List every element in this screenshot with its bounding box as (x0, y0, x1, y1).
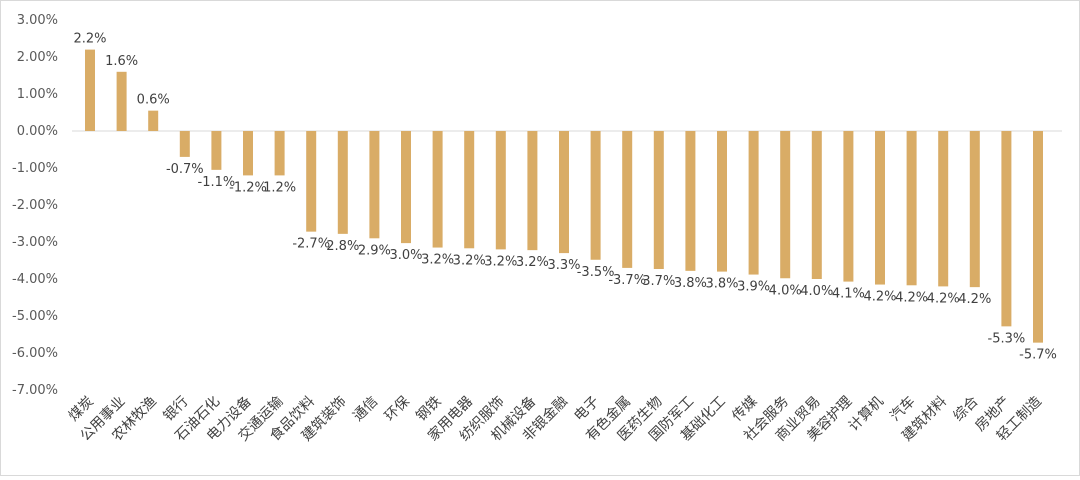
value-label: 4.1% (832, 287, 865, 302)
value-label: 0.6% (137, 93, 170, 108)
bar (464, 131, 475, 249)
x-tick-label: 通信 (350, 394, 381, 425)
value-label: 3.2% (421, 253, 454, 268)
value-label: 3.0% (389, 248, 422, 263)
y-tick-label: -5.00% (12, 309, 58, 324)
bar (590, 131, 601, 260)
bar (748, 131, 759, 275)
value-label: 3.9% (737, 280, 770, 295)
value-label: 4.2% (927, 291, 960, 306)
bar (148, 110, 159, 131)
y-axis: 3.00% 2.00% 1.00% 0.00% -1.00% -2.00% -3.00% -4… (12, 13, 58, 398)
value-label: 3.2% (453, 253, 486, 268)
value-label: -1.1% (198, 175, 236, 190)
bar (653, 131, 664, 270)
bar (495, 131, 506, 250)
value-label: 2.9% (358, 243, 391, 258)
bar (938, 131, 949, 287)
y-tick-label: 2.00% (17, 50, 58, 65)
value-label: -3.7% (608, 273, 646, 288)
bar (369, 131, 380, 239)
y-tick-label: -7.00% (12, 383, 58, 398)
bar (969, 131, 980, 288)
y-tick-label: -2.00% (12, 198, 58, 213)
bar (843, 131, 854, 282)
value-label: 4.2% (958, 292, 991, 307)
value-label: 2.8% (326, 239, 359, 254)
bar (1033, 131, 1043, 343)
value-label: -2.7% (292, 237, 330, 252)
bar (306, 131, 317, 232)
value-label: 3.7% (642, 274, 675, 289)
bar (116, 71, 127, 131)
bar (717, 131, 727, 272)
value-label: 2.2% (73, 32, 106, 47)
y-tick-label: 3.00% (17, 13, 58, 28)
bar (211, 131, 222, 170)
bar (780, 131, 791, 279)
value-label: 3.2% (484, 254, 517, 269)
bar (875, 131, 885, 285)
y-tick-label: -6.00% (12, 346, 58, 361)
value-label: 4.0% (800, 284, 833, 299)
value-label: 3.8% (674, 276, 707, 291)
bar (811, 131, 822, 279)
bar (906, 131, 917, 286)
y-tick-label: 0.00% (17, 124, 58, 139)
bar (622, 131, 633, 268)
value-label: 3.3% (547, 258, 580, 273)
value-label: 4.2% (895, 290, 928, 305)
value-label: -5.3% (988, 331, 1026, 346)
bar (85, 49, 95, 131)
bar (179, 131, 190, 157)
value-label: 4.2% (863, 290, 896, 305)
value-label: 4.0% (769, 283, 802, 298)
value-label: 1.2% (263, 180, 296, 195)
value-label: -0.7% (166, 162, 204, 177)
bar (243, 131, 253, 176)
bar (559, 131, 569, 254)
y-tick-label: -1.00% (12, 161, 58, 176)
value-label: 3.2% (516, 255, 549, 270)
bar (685, 131, 696, 271)
x-tick-label: 环保 (382, 394, 413, 425)
bar (337, 131, 348, 234)
value-label: 1.6% (105, 54, 138, 69)
bar-series (85, 49, 1043, 343)
x-tick-label: 计算机 (846, 394, 887, 435)
y-tick-label: -3.00% (12, 235, 58, 250)
data-labels: 2.2% 1.6% 0.6% -0.7%-1.1%-1.2%1.2% -2.7%2.8%… (73, 32, 1056, 363)
bar (1001, 131, 1012, 327)
bar (401, 131, 411, 244)
y-tick-label: 1.00% (17, 87, 58, 102)
bar (432, 131, 443, 248)
bar (274, 131, 285, 176)
y-tick-label: -4.00% (12, 272, 58, 287)
value-label: -1.2% (229, 180, 267, 195)
value-label: -3.5% (577, 265, 615, 280)
value-label: -5.7% (1019, 348, 1057, 363)
bar (527, 131, 538, 251)
value-label: 3.8% (705, 277, 738, 292)
